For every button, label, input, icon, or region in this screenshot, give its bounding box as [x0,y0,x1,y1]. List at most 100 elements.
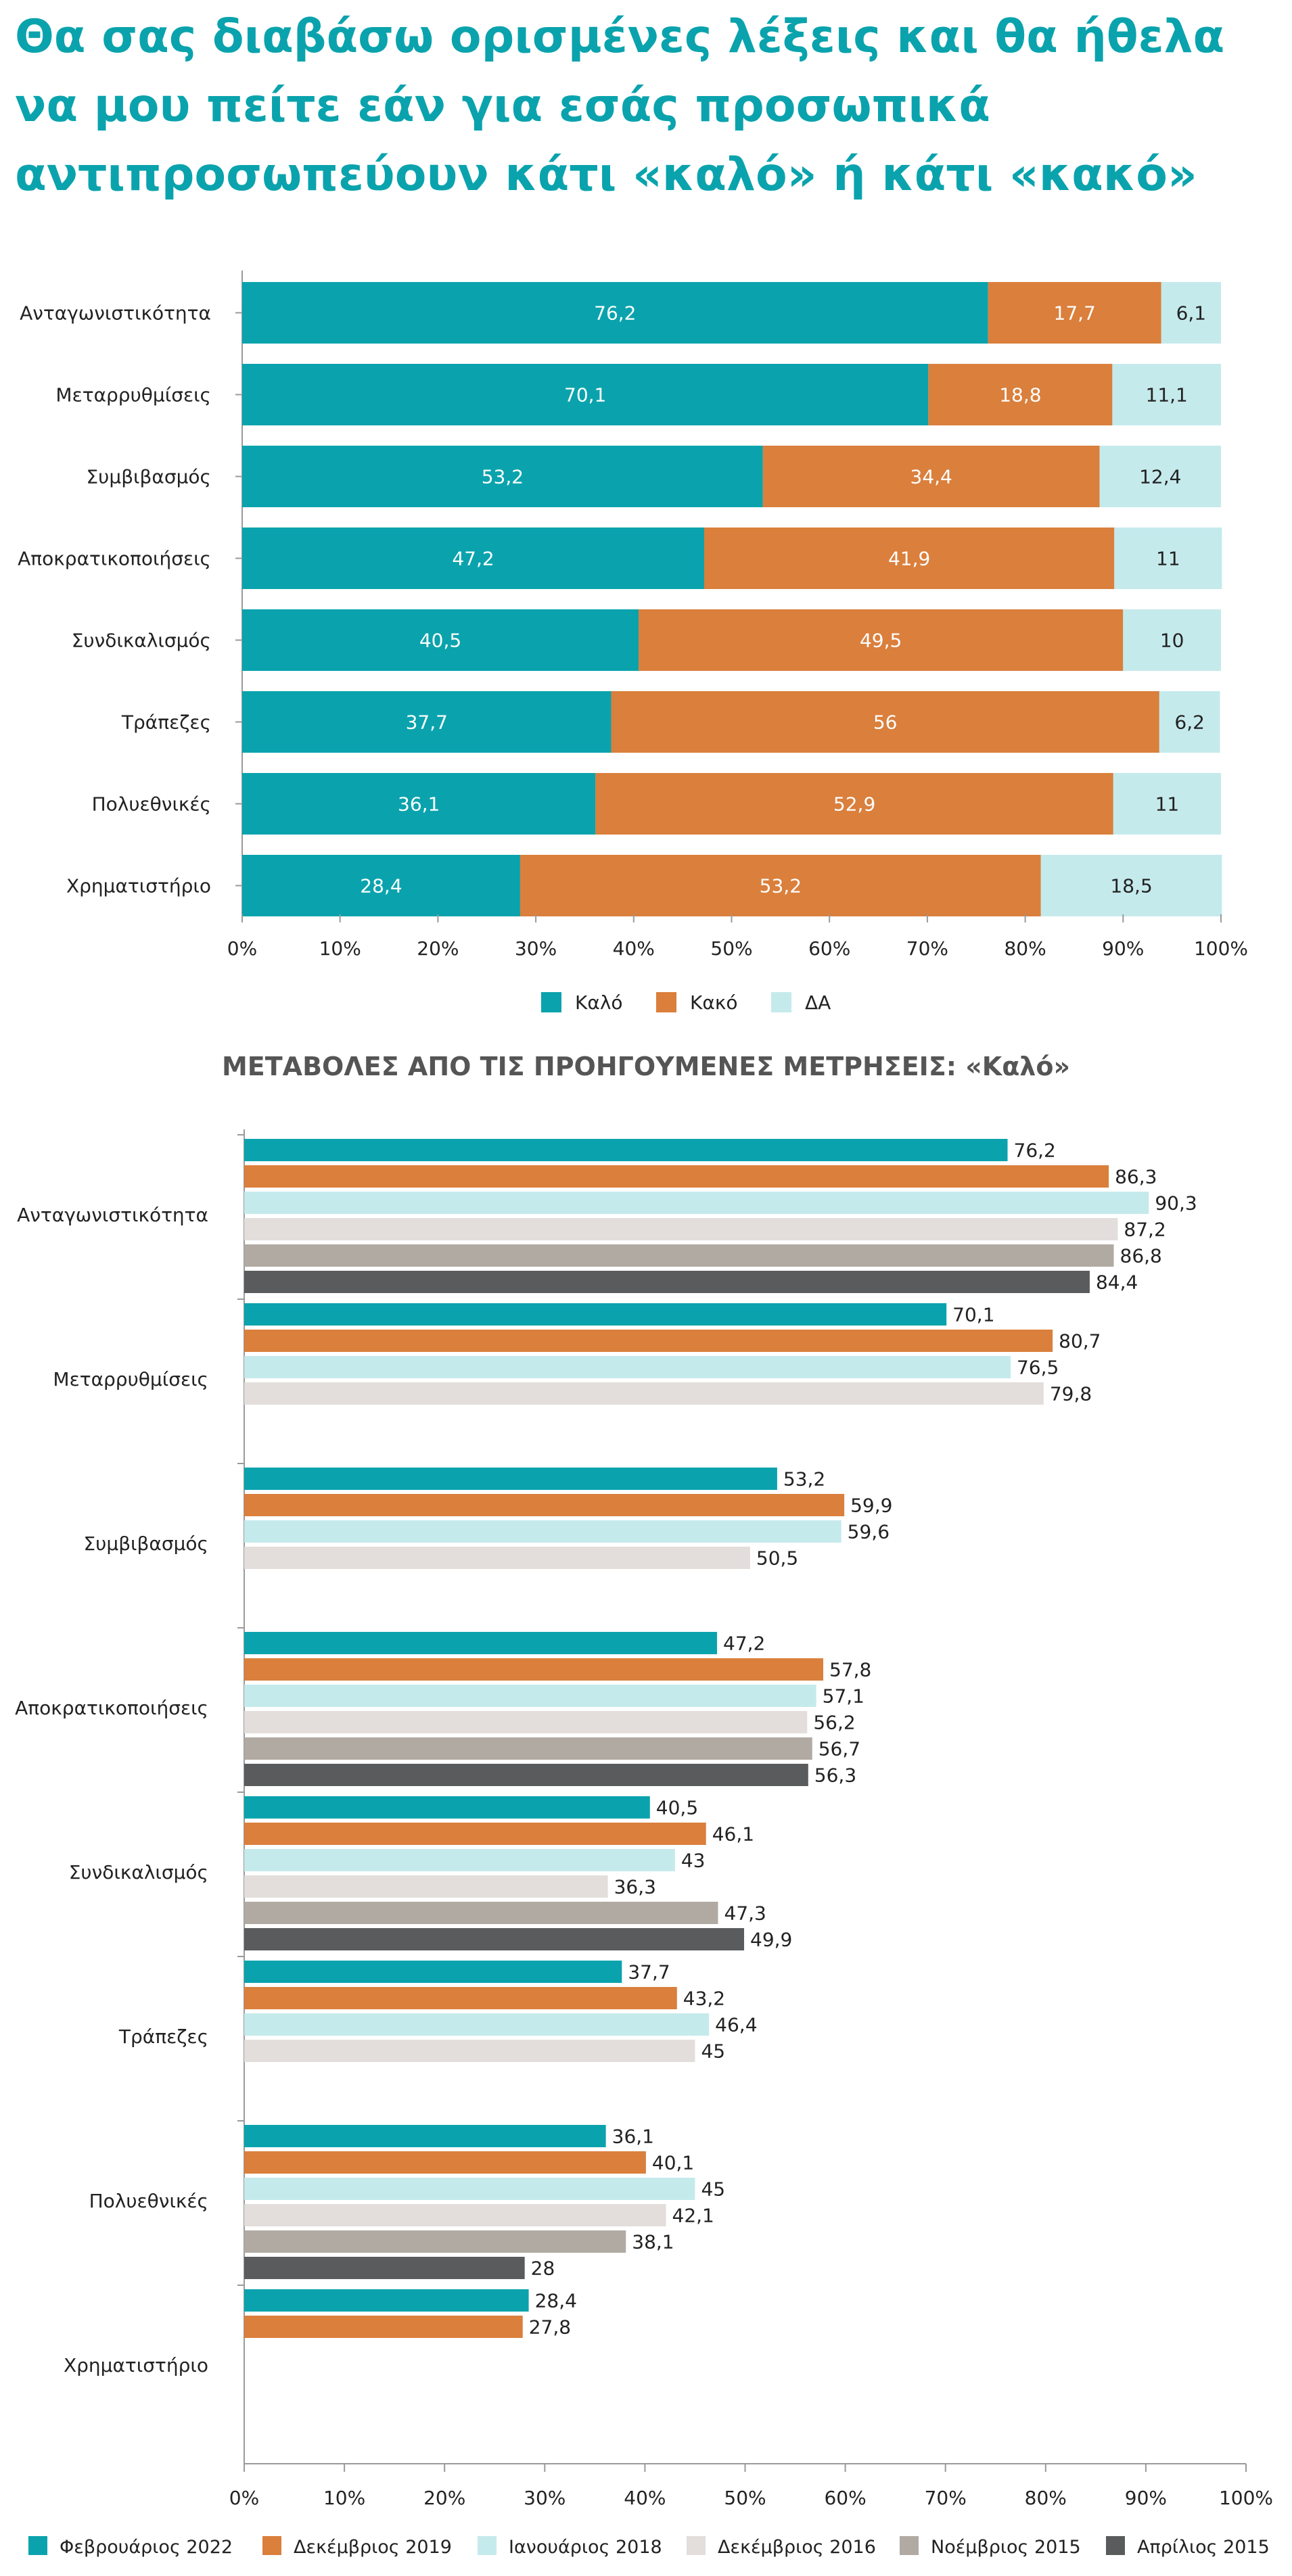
bar-series-1 [244,1165,1109,1188]
bar-segment-da [1112,364,1221,425]
x-tick-label: 20% [423,2487,465,2509]
bar-series-0 [244,1961,622,1983]
x-tick-label: 40% [613,937,655,960]
bar-segment-kako [611,691,1159,753]
data-label: 18,8 [999,384,1041,406]
x-tick-label: 90% [1125,2487,1167,2509]
bar-segment-kalo [242,446,763,507]
data-label: 6,1 [1176,302,1207,325]
legend-swatch [656,992,676,1012]
data-label: 90,3 [1155,1192,1197,1215]
bar-series-4 [244,1244,1114,1267]
legend-swatch [771,992,791,1012]
x-tick-label: 40% [624,2487,666,2509]
legend-label: Ιανουάριος 2018 [509,2537,662,2558]
category-label: Χρηματιστήριο [64,2354,208,2376]
bar-segment-kalo [242,855,520,916]
x-tick-label: 100% [1194,937,1248,960]
category-label: Τράπεζες [121,711,211,734]
data-label: 11 [1155,793,1180,816]
data-label: 40,5 [419,630,461,652]
data-label: 36,1 [612,2126,654,2148]
data-label: 53,2 [760,875,802,897]
data-label: 17,7 [1054,302,1096,325]
data-label: 47,3 [724,1902,766,1925]
category-label: Μεταρρυθμίσεις [53,1368,208,1390]
data-label: 53,2 [783,1468,825,1491]
bar-segment-kalo [242,691,612,753]
bar-series-2 [244,1849,675,1871]
data-label: 46,1 [712,1823,754,1846]
chart-subtitle: ΜΕΤΑΒΟΛΕΣ ΑΠΟ ΤΙΣ ΠΡΟΗΓΟΥΜΕΝΕΣ ΜΕΤΡΗΣΕΙΣ… [221,1052,1071,1081]
x-tick-label: 80% [1004,937,1046,960]
bar-series-1 [244,1987,677,2009]
bar-series-1 [244,1330,1053,1352]
bar-series-1 [244,1494,845,1516]
data-label: 52,9 [833,793,875,816]
data-label: 49,5 [860,630,902,652]
x-tick-label: 90% [1102,937,1144,960]
bar-series-0 [244,1632,718,1654]
data-label: 84,4 [1096,1271,1138,1294]
data-label: 11,1 [1146,384,1188,406]
data-label: 28,4 [535,2290,577,2312]
category-label: Συνδικαλισμός [72,630,211,652]
x-tick-label: 60% [824,2487,866,2509]
bar-segment-kako [639,609,1124,671]
data-label: 80,7 [1059,1330,1101,1353]
x-tick-label: 80% [1025,2487,1067,2509]
x-tick-label: 50% [724,2487,766,2509]
bar-series-2 [244,1520,841,1543]
legend-label: Καλό [575,991,623,1014]
x-tick-label: 20% [417,937,459,960]
bar-series-5 [244,1271,1090,1293]
bar-segment-da [1159,691,1220,753]
data-label: 40,1 [652,2152,694,2174]
data-label: 76,2 [1014,1140,1056,1162]
legend-swatch [1106,2536,1125,2555]
bar-series-5 [244,2257,525,2279]
legend-label: Απρίλιος 2015 [1137,2537,1270,2558]
bar-series-2 [244,1356,1011,1378]
bar-series-2 [244,1192,1149,1214]
category-label: Χρηματιστήριο [66,875,211,897]
x-tick-label: 10% [323,2487,365,2509]
x-tick-label: 50% [710,937,752,960]
x-tick-label: 0% [227,937,257,960]
data-label: 56,3 [814,1764,856,1787]
data-label: 87,2 [1124,1219,1166,1241]
bar-segment-kalo [242,609,639,671]
bar-series-3 [244,2040,695,2062]
category-label: Τράπεζες [118,2025,208,2048]
legend-swatch [541,992,561,1012]
data-label: 11 [1156,548,1180,570]
category-label: Ανταγωνιστικότητα [20,302,211,325]
bar-series-0 [244,2289,529,2312]
category-label: Συμβιβασμός [86,466,211,488]
category-label: Πολυεθνικές [92,793,211,816]
bar-series-4 [244,2230,626,2253]
bar-series-1 [244,1658,824,1681]
data-label: 59,9 [850,1495,892,1517]
data-label: 12,4 [1139,466,1181,488]
bar-series-5 [244,1764,808,1786]
data-label: 53,2 [482,466,524,488]
data-label: 43 [681,1850,706,1872]
legend-swatch [262,2536,281,2555]
bar-segment-kako [762,446,1100,507]
data-label: 56,7 [818,1738,860,1760]
grouped-bar-chart: Ανταγωνιστικότητα 76,2 86,3 90,3 87,2 86,8 84,… [15,1129,1273,2558]
bar-segment-kako [928,364,1113,425]
category-label: Ανταγωνιστικότητα [17,1204,208,1226]
legend-label: Νοέμβριος 2015 [931,2537,1081,2558]
legend-label: ΔΑ [805,991,831,1014]
bar-series-4 [244,1902,718,1924]
bar-series-0 [244,1139,1008,1161]
bar-segment-kalo [242,364,929,425]
bar-series-0 [244,1303,947,1326]
category-label: Αποκρατικοποιήσεις [15,1697,208,1719]
bar-segment-kako [520,855,1041,916]
category-label: Μεταρρυθμίσεις [55,384,211,406]
legend-label: Δεκέμβριος 2019 [294,2537,452,2558]
data-label: 76,2 [594,302,636,325]
